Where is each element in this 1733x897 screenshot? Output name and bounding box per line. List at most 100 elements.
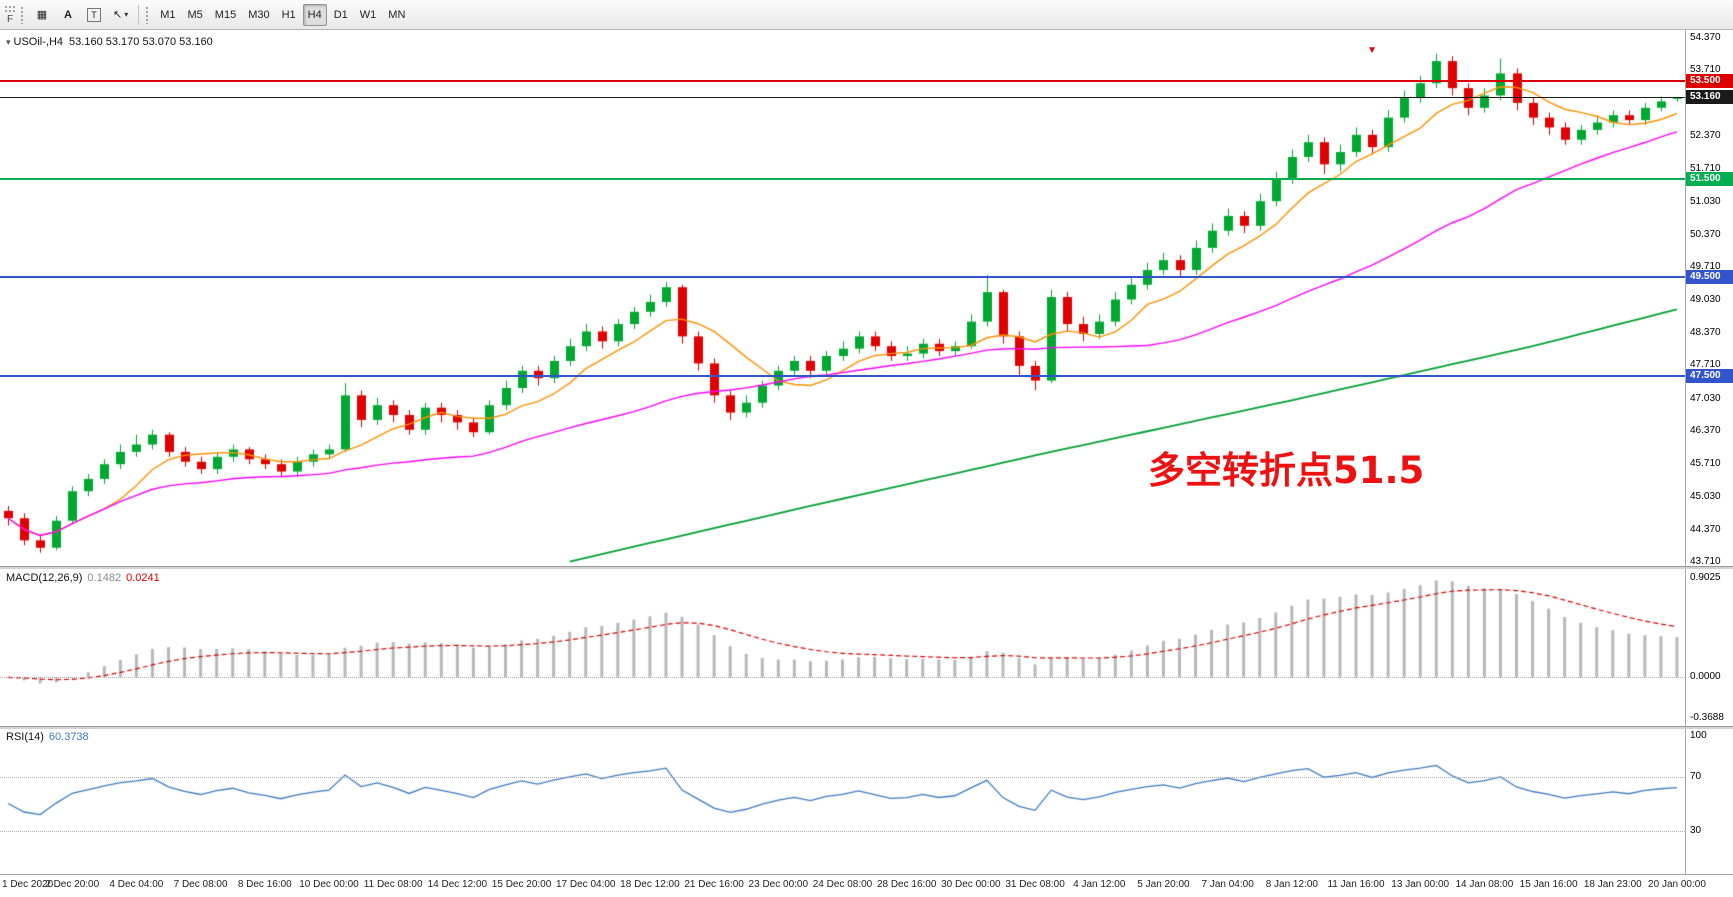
macd-main-value: 0.1482 [87,572,122,584]
support-49500-line[interactable] [0,276,1685,279]
timeframe-button-mn[interactable]: MN [383,4,410,26]
time-scale-label: 4 Jan 12:00 [1073,879,1126,890]
time-scale[interactable] [0,874,1733,897]
time-scale-label: 7 Jan 04:00 [1201,879,1254,890]
rsi-scale-label: 100 [1690,730,1707,741]
text-label-tool-button[interactable]: T [82,4,106,26]
support-47500-line[interactable] [0,374,1685,377]
time-scale-label: 2 Dec 20:00 [45,879,100,890]
title-marker-icon: ▾ [6,37,11,47]
timeframe-button-m15[interactable]: M15 [210,4,241,26]
timeframe-button-m30[interactable]: M30 [243,4,274,26]
time-scale-label: 18 Jan 23:00 [1583,879,1642,890]
ohlc-quote: 53.160 53.170 53.070 53.160 [69,36,213,48]
price-tag-51.500: 51.500 [1686,172,1733,187]
time-scale-label: 11 Dec 08:00 [363,879,423,890]
macd-scale-label: -0.3688 [1690,712,1724,723]
price-tag-53.160: 53.160 [1686,90,1733,105]
timeframe-button-w1[interactable]: W1 [355,4,382,26]
time-scale-label: 23 Dec 00:00 [748,879,809,890]
macd-name: MACD(12,26,9) [6,572,83,584]
price-scale-label: 45.030 [1690,491,1721,503]
timeframe-toolbar-grip-icon[interactable] [145,5,151,24]
text-tool-button[interactable]: A [56,4,80,26]
time-scale-label: 8 Jan 12:00 [1265,879,1318,890]
price-scale-label: 47.030 [1690,392,1721,404]
rsi-level-70-line [0,776,1685,778]
text-frame-icon: T [87,7,101,22]
time-scale-label: 11 Jan 16:00 [1327,879,1385,890]
price-scale-label: 51.710 [1690,162,1721,174]
macd-scale-label: 0.9025 [1690,572,1721,583]
time-scale-label: 20 Jan 00:00 [1648,879,1706,890]
price-tag-47.500: 47.500 [1686,368,1733,383]
pointer-icon: ↖ [113,9,123,21]
time-scale-label: 15 Dec 20:00 [491,879,552,890]
grip-icon [4,4,16,13]
time-scale-label: 1 Dec 2020 [2,879,54,890]
time-scale-label: 17 Dec 04:00 [555,879,616,890]
tools-toolbar-grip-icon[interactable] [20,5,25,24]
timeframe-button-m1[interactable]: M1 [155,4,180,26]
toolbar-left-tab[interactable]: F [2,1,18,29]
left-tab-f[interactable]: F [6,13,14,25]
toolbar: F ▦ A T ↖ ▾ M1 M5 M15 M30 H1 H4 D1 W1 MN [0,0,1733,30]
time-scale-label: 30 Dec 00:00 [941,879,1001,890]
chart-title: ▾ USOil-,H4 53.160 53.170 53.070 53.160 [6,36,213,48]
timeframe-button-h1[interactable]: H1 [277,4,301,26]
time-scale-label: 4 Dec 04:00 [109,879,164,890]
price-scale-label: 48.370 [1690,326,1721,338]
time-scale-label: 13 Jan 00:00 [1391,879,1450,890]
toolbar-separator [138,4,140,25]
time-scale-label: 7 Dec 08:00 [173,879,228,890]
grid-tool-button[interactable]: ▦ [30,4,54,26]
macd-signal-value: 0.0241 [126,572,160,584]
chevron-down-icon: ▾ [124,10,129,19]
time-scale-label: 14 Dec 12:00 [427,879,488,890]
time-scale-label: 24 Dec 08:00 [812,879,873,890]
rsi-scale-label: 70 [1690,770,1702,782]
panel-separator[interactable] [0,566,1733,569]
sell-arrow-marker: ▼ [1367,44,1377,56]
price-scale-label: 50.370 [1690,228,1721,240]
pivot-51500-line[interactable] [0,178,1685,181]
time-scale-label: 15 Jan 16:00 [1519,879,1578,890]
chart-annotation-text[interactable]: 多空转折点51.5 [1148,449,1425,492]
timeframe-toolbar: M1 M5 M15 M30 H1 H4 D1 W1 MN [154,3,411,26]
price-scale-label: 43.710 [1690,556,1721,567]
rsi-level-30-line [0,830,1685,832]
grid-icon: ▦ [36,9,48,21]
time-scale-label: 8 Dec 16:00 [237,879,292,890]
macd-scale-label: 0.0000 [1690,671,1721,683]
current-price-line[interactable] [0,96,1685,98]
time-scale-label: 10 Dec 00:00 [299,879,359,890]
rsi-name: RSI(14) [6,731,44,743]
rsi-scale-label: 30 [1690,824,1702,836]
price-scale-label: 54.370 [1690,32,1721,43]
timeframe-button-h4[interactable]: H4 [302,3,327,26]
timeframe-button-d1[interactable]: D1 [329,4,353,26]
time-scale-label: 31 Dec 08:00 [1005,879,1065,890]
time-scale-label: 21 Dec 16:00 [684,879,744,890]
pointer-tool-button[interactable]: ↖ ▾ [108,4,133,26]
panel-separator[interactable] [0,726,1733,729]
time-scale-label: 18 Dec 12:00 [620,879,680,890]
price-scale-label: 46.370 [1690,425,1721,437]
rsi-indicator-label: RSI(14) 60.3738 [6,731,94,743]
price-scale-label: 45.710 [1690,457,1721,469]
timeframe-button-m5[interactable]: M5 [183,4,208,26]
symbol-period-label: USOil-,H4 [13,36,64,48]
price-tag-49.500: 49.500 [1686,270,1733,285]
price-tag-53.500: 53.500 [1686,73,1733,88]
macd-indicator-label: MACD(12,26,9) 0.1482 0.0241 [6,572,165,584]
price-scale-label: 52.370 [1690,130,1721,142]
price-scale-label: 51.030 [1690,196,1721,208]
rsi-value: 60.3738 [48,731,89,743]
resistance-53500-line[interactable] [0,79,1685,82]
time-scale-label: 5 Jan 20:00 [1137,879,1190,890]
price-scale-label: 53.710 [1690,64,1721,76]
macd-zero-line [0,677,1685,679]
price-scale-label: 49.710 [1690,261,1721,273]
